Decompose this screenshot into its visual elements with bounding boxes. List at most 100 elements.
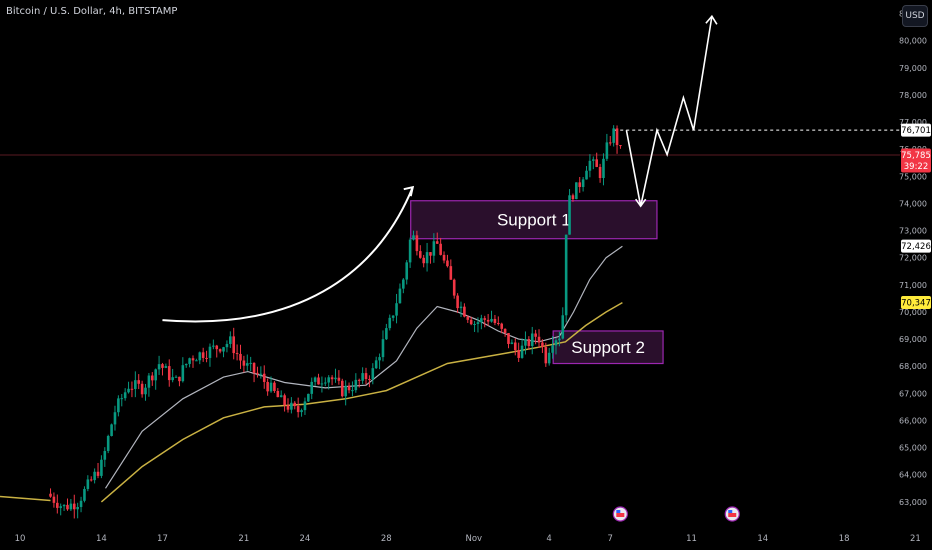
- candle-body: [198, 352, 202, 361]
- event-flag-stripes: [616, 513, 625, 517]
- candle: [117, 395, 120, 417]
- candle-body: [225, 343, 229, 348]
- candle: [568, 189, 571, 235]
- candle-body: [76, 506, 79, 510]
- candle-body: [398, 288, 402, 304]
- candle: [429, 252, 432, 264]
- candle-body: [56, 502, 59, 508]
- candle: [490, 310, 493, 323]
- candle: [150, 372, 154, 386]
- candle: [113, 405, 117, 431]
- candle-body: [127, 388, 130, 393]
- x-tick-label: 21: [238, 534, 249, 544]
- candle: [510, 339, 514, 345]
- candle: [225, 340, 229, 353]
- price-label-bg: [901, 148, 931, 173]
- support-zone-label: Support 2: [571, 338, 645, 357]
- candle-body: [490, 318, 493, 322]
- currency-button[interactable]: USD: [902, 5, 928, 27]
- candle-body: [575, 182, 578, 200]
- candle: [612, 125, 615, 147]
- candle-body: [500, 323, 504, 329]
- candle-body: [283, 395, 286, 406]
- candle-body: [534, 333, 537, 337]
- candle: [127, 381, 130, 394]
- candle-body: [229, 336, 232, 344]
- candle-body: [117, 398, 120, 413]
- price-label-bg: [901, 239, 931, 253]
- candle: [198, 351, 202, 365]
- candle: [371, 363, 375, 385]
- candle-body: [480, 318, 483, 323]
- candle: [507, 333, 510, 349]
- candle: [140, 380, 144, 398]
- candle: [581, 176, 585, 192]
- candle: [313, 376, 317, 386]
- candle: [76, 502, 79, 519]
- candle-body: [537, 336, 541, 343]
- event-flag-canton: [616, 510, 621, 513]
- candle: [398, 283, 402, 304]
- candle: [442, 251, 446, 264]
- candle-body: [293, 402, 297, 407]
- support-zone-label: Support 1: [497, 211, 571, 230]
- candle-body: [174, 376, 178, 378]
- candle: [578, 176, 582, 193]
- candle-body: [130, 388, 134, 390]
- candle: [368, 375, 371, 388]
- candle: [571, 193, 575, 202]
- candle-body: [442, 254, 446, 261]
- chart-title: Bitcoin / U.S. Dollar, 4h, BITSTAMP: [6, 6, 178, 17]
- candle: [480, 314, 483, 330]
- candle-body: [497, 322, 500, 324]
- candle: [615, 125, 619, 154]
- candle: [52, 492, 56, 508]
- candle: [391, 315, 395, 322]
- candle: [191, 355, 195, 368]
- candle-body: [235, 353, 239, 355]
- candle: [154, 368, 157, 390]
- candle-body: [171, 377, 174, 381]
- candle: [100, 455, 103, 479]
- candle: [527, 336, 531, 350]
- x-tick-label: 11: [686, 534, 697, 544]
- candle-body: [385, 328, 388, 340]
- candle-body: [62, 504, 66, 507]
- candle-body: [269, 382, 273, 392]
- candle-body: [320, 383, 324, 385]
- y-tick-label: 68,000: [899, 362, 927, 371]
- candle: [476, 317, 480, 333]
- candle-body: [140, 383, 144, 395]
- candle-body: [554, 340, 558, 346]
- candle: [96, 462, 100, 479]
- candle-body: [592, 159, 595, 161]
- candle: [212, 339, 215, 350]
- candle: [239, 344, 242, 369]
- candle-body: [113, 412, 117, 425]
- candle: [188, 357, 191, 368]
- candle-body: [347, 385, 351, 391]
- candle-body: [201, 352, 205, 358]
- x-tick-label: 17: [157, 534, 168, 544]
- candle: [134, 371, 137, 398]
- candle-body: [381, 339, 385, 358]
- candle: [408, 237, 412, 268]
- candle-body: [150, 375, 154, 381]
- candle-body: [252, 362, 256, 373]
- y-tick-label: 69,000: [899, 335, 927, 344]
- candle-body: [412, 235, 415, 240]
- candle-body: [89, 479, 93, 481]
- candle-body: [49, 493, 52, 497]
- candle: [466, 315, 470, 323]
- candle: [62, 504, 66, 511]
- candle-body: [402, 279, 405, 289]
- candle: [534, 329, 537, 345]
- candle: [425, 242, 429, 272]
- candle-body: [239, 353, 242, 361]
- price-label: 70,347: [901, 296, 931, 310]
- candle: [235, 344, 239, 361]
- candle: [171, 368, 174, 383]
- candle: [273, 381, 276, 393]
- candle-body: [79, 500, 83, 507]
